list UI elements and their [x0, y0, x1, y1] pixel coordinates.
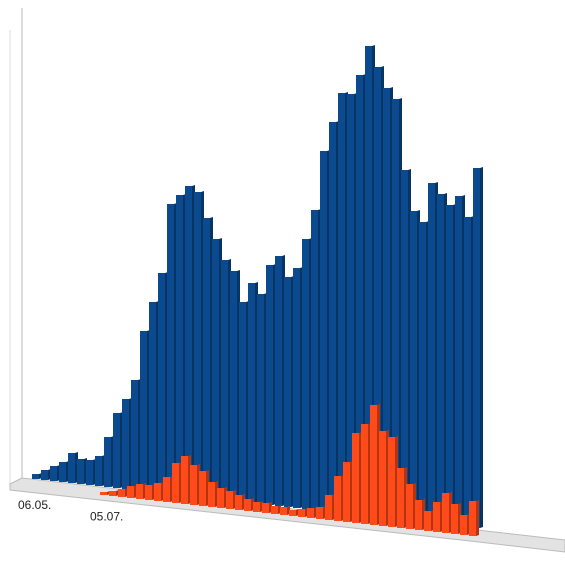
bar — [122, 399, 129, 489]
bar — [298, 509, 305, 517]
bar — [100, 492, 107, 495]
bar — [419, 222, 426, 522]
bar — [167, 204, 174, 494]
bar — [455, 196, 462, 526]
bar — [244, 499, 251, 511]
bar — [266, 265, 273, 505]
bar — [212, 239, 219, 499]
bar — [185, 186, 192, 496]
bar — [280, 507, 287, 515]
bar — [379, 431, 386, 526]
bar — [158, 273, 165, 493]
bar — [325, 495, 332, 520]
bar — [464, 217, 471, 527]
bar — [109, 491, 116, 496]
bar — [352, 433, 359, 523]
bar — [257, 294, 264, 504]
bar — [271, 506, 278, 514]
bar — [343, 462, 350, 522]
bar — [194, 192, 201, 497]
bar — [284, 277, 291, 507]
bar — [41, 470, 48, 480]
bar — [397, 468, 404, 528]
bar — [410, 211, 417, 521]
bar — [451, 504, 458, 534]
bar — [329, 122, 336, 512]
bar — [415, 500, 422, 530]
bar — [253, 502, 260, 512]
bar — [77, 459, 84, 484]
bar — [235, 495, 242, 510]
bar — [208, 482, 215, 507]
bar — [289, 510, 296, 516]
bar — [356, 75, 363, 515]
bar — [275, 256, 282, 506]
plot-area — [32, 45, 483, 536]
bar — [145, 485, 152, 500]
bar — [334, 476, 341, 521]
bar — [469, 501, 476, 536]
bar — [226, 491, 233, 509]
bar — [433, 502, 440, 532]
bar — [320, 151, 327, 511]
bar — [104, 437, 111, 487]
bar — [316, 507, 323, 519]
bar — [32, 474, 39, 479]
bar — [50, 466, 57, 481]
bar — [248, 283, 255, 503]
bar — [446, 205, 453, 525]
bar — [118, 489, 125, 497]
bar — [307, 508, 314, 518]
bar — [199, 471, 206, 506]
x-tick-label: 05.07. — [90, 509, 123, 523]
bar — [365, 46, 372, 516]
bar — [293, 268, 300, 508]
bar-side — [476, 500, 479, 536]
bar — [221, 260, 228, 500]
x-tick-label: 06.05. — [18, 498, 51, 512]
bar — [442, 493, 449, 533]
bar — [424, 511, 431, 531]
bar — [401, 170, 408, 520]
bar-side — [480, 167, 483, 528]
bar — [86, 460, 93, 485]
bar — [392, 99, 399, 519]
bar — [59, 462, 66, 482]
bar — [230, 271, 237, 501]
bar — [181, 456, 188, 504]
bar — [370, 405, 377, 525]
bar — [136, 484, 143, 499]
bar — [428, 183, 435, 523]
bar — [262, 503, 269, 513]
bar — [149, 302, 156, 492]
bar — [338, 93, 345, 513]
bar — [95, 456, 102, 486]
bar — [140, 331, 147, 491]
bar — [388, 437, 395, 527]
bar — [163, 477, 170, 502]
bar — [460, 515, 467, 535]
bar — [374, 67, 381, 517]
bar — [154, 483, 161, 501]
bar — [217, 488, 224, 508]
bar — [172, 463, 179, 503]
bar — [68, 453, 75, 483]
bar — [190, 465, 197, 505]
bar — [473, 168, 480, 528]
bar — [406, 484, 413, 529]
bar — [311, 210, 318, 510]
bar — [131, 380, 138, 490]
bar — [239, 302, 246, 502]
bar — [361, 424, 368, 524]
bar — [437, 194, 444, 524]
bar — [176, 195, 183, 495]
bar — [302, 239, 309, 509]
bar — [383, 88, 390, 518]
bar — [347, 94, 354, 514]
bar — [113, 413, 120, 488]
bar — [127, 486, 134, 498]
bar — [203, 218, 210, 498]
